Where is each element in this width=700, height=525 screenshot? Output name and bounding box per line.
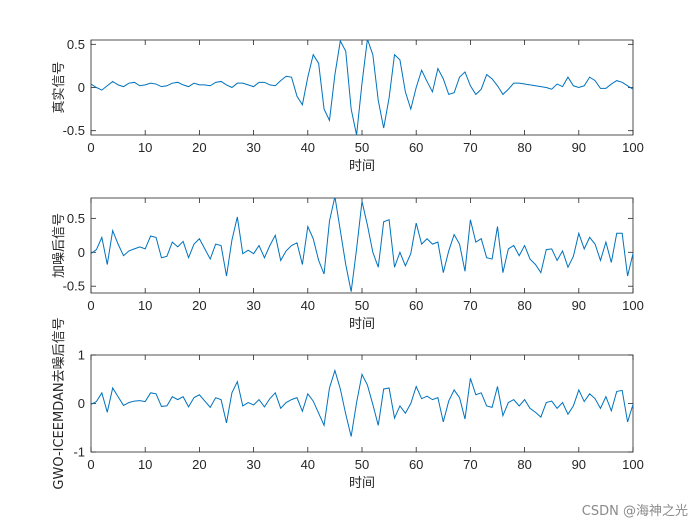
x-tick-label: 90	[572, 298, 586, 313]
x-tick-label: 60	[409, 457, 423, 472]
x-axis-label: 时间	[349, 476, 375, 491]
x-tick-label: 70	[463, 140, 477, 155]
y-tick-label: 0	[78, 80, 85, 95]
x-tick-label: 40	[301, 140, 315, 155]
x-tick-label: 60	[409, 298, 423, 313]
y-tick-label: 0	[78, 245, 85, 260]
x-tick-label: 0	[87, 457, 94, 472]
y-tick-label: 0	[78, 396, 85, 411]
y-tick-label: 0.5	[67, 37, 85, 52]
y-axis-label: GWO-ICEEMDAN去噪后信号	[52, 317, 67, 489]
x-tick-label: 50	[355, 298, 369, 313]
x-tick-label: 0	[87, 140, 94, 155]
x-tick-label: 10	[138, 298, 152, 313]
x-tick-label: 90	[572, 457, 586, 472]
x-tick-label: 90	[572, 140, 586, 155]
x-tick-label: 10	[138, 457, 152, 472]
x-tick-label: 50	[355, 457, 369, 472]
x-tick-label: 80	[517, 140, 531, 155]
y-tick-label: -1	[73, 445, 85, 460]
x-tick-label: 60	[409, 140, 423, 155]
x-tick-label: 30	[246, 457, 260, 472]
x-tick-label: 100	[622, 298, 644, 313]
x-tick-label: 40	[301, 457, 315, 472]
x-tick-label: 20	[192, 298, 206, 313]
series-line	[91, 198, 633, 292]
x-axis-label: 时间	[349, 317, 375, 332]
y-tick-label: 0.5	[67, 211, 85, 226]
x-tick-label: 100	[622, 140, 644, 155]
x-tick-label: 80	[517, 457, 531, 472]
x-tick-label: 20	[192, 140, 206, 155]
series-line	[91, 40, 633, 135]
x-tick-label: 40	[301, 298, 315, 313]
x-tick-label: 100	[622, 457, 644, 472]
y-tick-label: -0.5	[63, 279, 85, 294]
x-tick-label: 50	[355, 140, 369, 155]
axes-frame	[90, 354, 634, 453]
y-axis-label: 真实信号	[52, 61, 67, 113]
y-tick-label: -0.5	[63, 123, 85, 138]
x-tick-label: 70	[463, 298, 477, 313]
series-line	[91, 368, 633, 437]
x-tick-label: 70	[463, 457, 477, 472]
axes-frame	[90, 197, 634, 294]
x-tick-label: 20	[192, 457, 206, 472]
subplot-3: 0 10 20 30 40 50 60 70 80 90 100-101时间GWO-ICEEMDAN…	[52, 317, 644, 491]
x-tick-label: 30	[246, 298, 260, 313]
watermark: CSDN @海神之光	[581, 504, 688, 519]
x-tick-label: 30	[246, 140, 260, 155]
y-tick-label: 1	[78, 348, 85, 363]
x-tick-label: 0	[87, 298, 94, 313]
x-axis-label: 时间	[349, 159, 375, 174]
x-tick-label: 10	[138, 140, 152, 155]
x-tick-label: 80	[517, 298, 531, 313]
y-axis-label: 加噪后信号	[52, 213, 67, 278]
